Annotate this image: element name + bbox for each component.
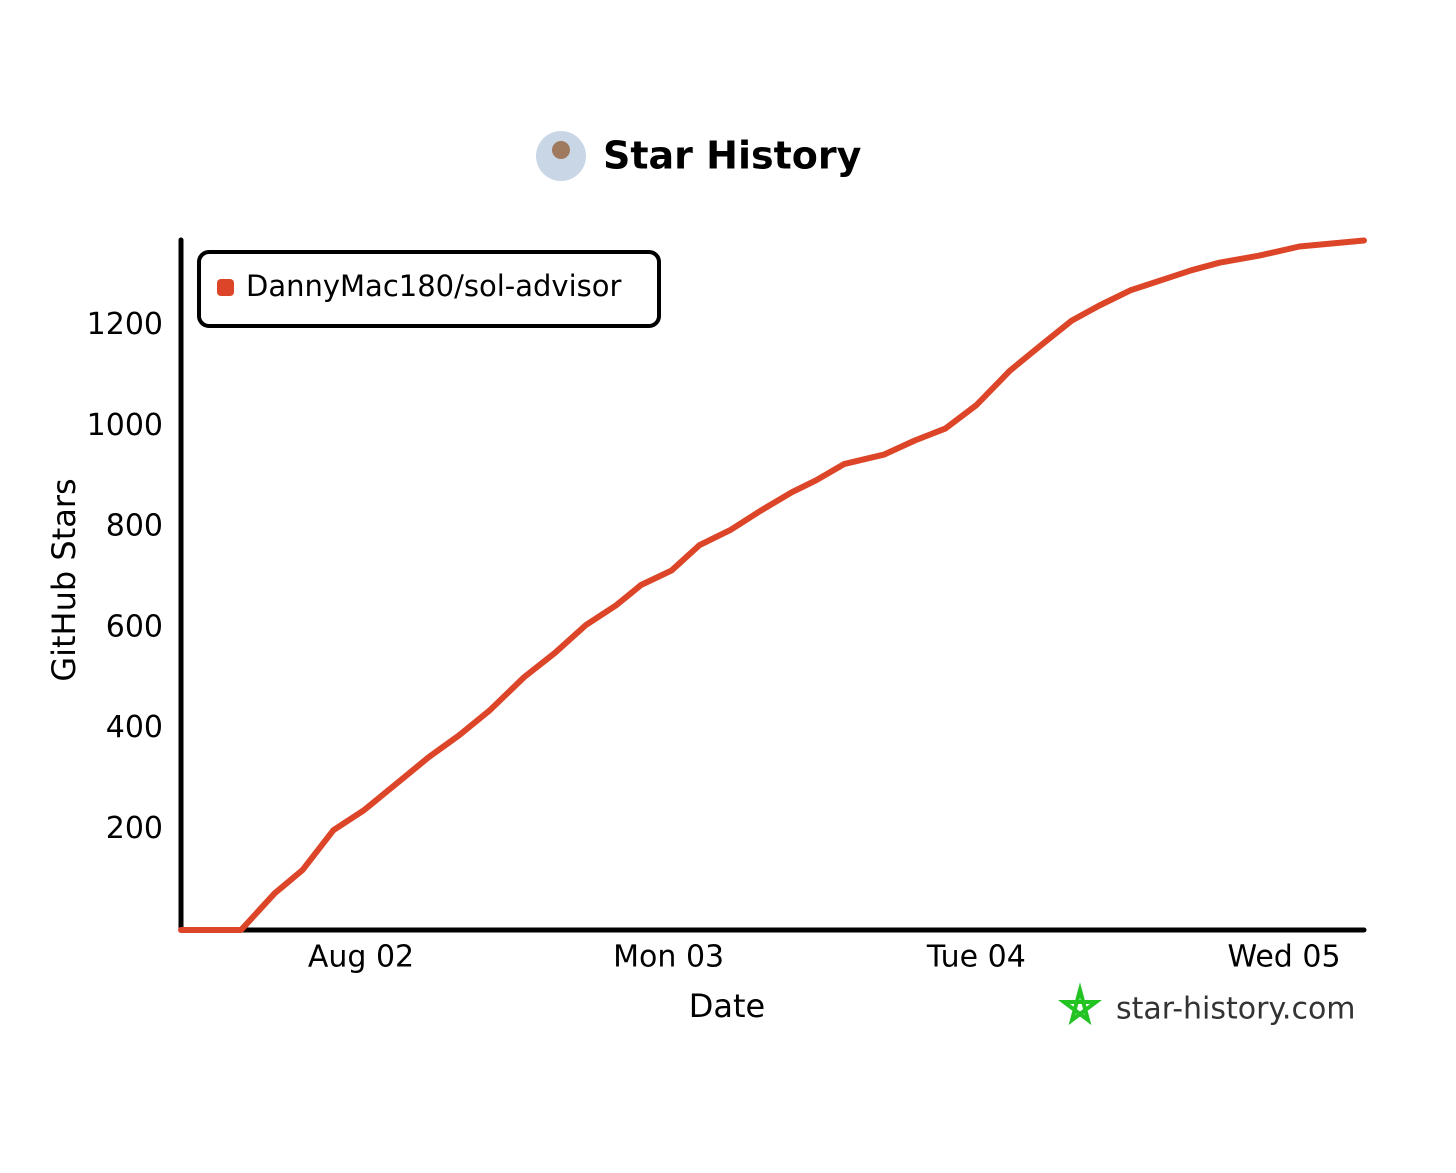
x-tick-label: Mon 03 — [613, 940, 724, 975]
y-tick-label: 200 — [106, 811, 163, 846]
y-tick-label: 400 — [106, 710, 163, 745]
legend-swatch — [217, 279, 234, 296]
y-tick-label: 800 — [106, 509, 163, 544]
y-tick-label: 1200 — [87, 307, 163, 342]
x-axis-label: Date — [689, 987, 765, 1025]
avatar-face — [552, 141, 570, 159]
series-line — [178, 237, 1367, 933]
y-tick-label: 1000 — [87, 408, 163, 443]
watermark-logo — [1058, 982, 1102, 1026]
watermark: star-history.com — [1116, 992, 1356, 1027]
legend-box — [197, 250, 661, 328]
chart-title: Star History — [603, 134, 862, 178]
legend-label: DannyMac180/sol-advisor — [246, 269, 622, 303]
x-tick-label: Tue 04 — [926, 940, 1026, 975]
y-axis-label: GitHub Stars — [45, 478, 83, 681]
x-tick-label: Wed 05 — [1227, 940, 1340, 975]
y-tick-label: 600 — [106, 609, 163, 644]
x-tick-label: Aug 02 — [308, 940, 414, 975]
